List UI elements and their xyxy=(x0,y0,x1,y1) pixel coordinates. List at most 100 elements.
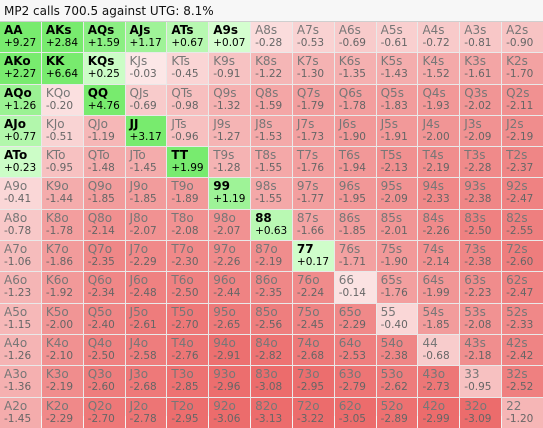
hand-cell-76o[interactable]: 76o -2.24 xyxy=(292,272,334,303)
hand-cell-q3s[interactable]: Q3s -2.02 xyxy=(460,84,502,115)
hand-cell-a5s[interactable]: A5s -0.61 xyxy=(376,22,418,53)
hand-cell-t2s[interactable]: T2s -2.37 xyxy=(502,147,543,178)
hand-cell-k2o[interactable]: K2o -2.29 xyxy=(41,397,83,428)
hand-cell-kqo[interactable]: KQo -0.20 xyxy=(41,84,83,115)
hand-cell-a9s[interactable]: A9s +0.07 xyxy=(209,22,251,53)
hand-cell-k9s[interactable]: K9s -0.91 xyxy=(209,53,251,84)
hand-cell-k5s[interactable]: K5s -1.43 xyxy=(376,53,418,84)
hand-cell-a5o[interactable]: A5o -1.15 xyxy=(0,303,41,334)
hand-cell-q9o[interactable]: Q9o -1.85 xyxy=(83,178,125,209)
hand-cell-98o[interactable]: 98o -2.07 xyxy=(209,209,251,241)
hand-cell-t6s[interactable]: T6s -1.94 xyxy=(334,147,376,178)
hand-cell-j4s[interactable]: J4s -2.00 xyxy=(418,115,460,147)
hand-cell-43s[interactable]: 43s -2.18 xyxy=(460,334,502,366)
hand-cell-k7s[interactable]: K7s -1.30 xyxy=(292,53,334,84)
hand-cell-t2o[interactable]: T2o -2.95 xyxy=(167,397,209,428)
hand-cell-52s[interactable]: 52s -2.33 xyxy=(502,303,543,334)
hand-cell-qjo[interactable]: QJo -1.19 xyxy=(83,115,125,147)
hand-cell-q6s[interactable]: Q6s -1.78 xyxy=(334,84,376,115)
hand-cell-q9s[interactable]: Q9s -1.32 xyxy=(209,84,251,115)
hand-cell-63o[interactable]: 63o -2.79 xyxy=(334,366,376,397)
hand-cell-q6o[interactable]: Q6o -2.34 xyxy=(83,272,125,303)
hand-cell-ajs[interactable]: AJs +1.17 xyxy=(125,22,167,53)
hand-cell-ato[interactable]: ATo +0.23 xyxy=(0,147,41,178)
hand-cell-64s[interactable]: 64s -1.99 xyxy=(418,272,460,303)
hand-cell-t8s[interactable]: T8s -1.55 xyxy=(251,147,292,178)
hand-cell-92s[interactable]: 92s -2.47 xyxy=(502,178,543,209)
hand-cell-aqo[interactable]: AQo +1.26 xyxy=(0,84,41,115)
hand-cell-j7s[interactable]: J7s -1.73 xyxy=(292,115,334,147)
hand-cell-qq[interactable]: QQ +4.76 xyxy=(83,84,125,115)
hand-cell-75s[interactable]: 75s -1.90 xyxy=(376,241,418,272)
hand-cell-52o[interactable]: 52o -2.89 xyxy=(376,397,418,428)
hand-cell-t5o[interactable]: T5o -2.70 xyxy=(167,303,209,334)
hand-cell-94s[interactable]: 94s -2.33 xyxy=(418,178,460,209)
hand-cell-k9o[interactable]: K9o -1.44 xyxy=(41,178,83,209)
hand-cell-tt[interactable]: TT +1.99 xyxy=(167,147,209,178)
hand-cell-a8o[interactable]: A8o -0.78 xyxy=(0,209,41,241)
hand-cell-73o[interactable]: 73o -2.95 xyxy=(292,366,334,397)
hand-cell-73s[interactable]: 73s -2.38 xyxy=(460,241,502,272)
hand-cell-j6s[interactable]: J6s -1.90 xyxy=(334,115,376,147)
hand-cell-74o[interactable]: 74o -2.68 xyxy=(292,334,334,366)
hand-cell-99[interactable]: 99 +1.19 xyxy=(209,178,251,209)
hand-cell-86s[interactable]: 86s -1.85 xyxy=(334,209,376,241)
hand-cell-k7o[interactable]: K7o -1.86 xyxy=(41,241,83,272)
hand-cell-k6o[interactable]: K6o -1.92 xyxy=(41,272,83,303)
hand-cell-q8o[interactable]: Q8o -2.14 xyxy=(83,209,125,241)
hand-cell-62o[interactable]: 62o -3.05 xyxy=(334,397,376,428)
hand-cell-jts[interactable]: JTs -0.96 xyxy=(167,115,209,147)
hand-cell-a6o[interactable]: A6o -1.23 xyxy=(0,272,41,303)
hand-cell-ats[interactable]: ATs +0.67 xyxy=(167,22,209,53)
hand-cell-a9o[interactable]: A9o -0.41 xyxy=(0,178,41,209)
hand-cell-j8s[interactable]: J8s -1.53 xyxy=(251,115,292,147)
hand-cell-t3o[interactable]: T3o -2.85 xyxy=(167,366,209,397)
hand-cell-84s[interactable]: 84s -2.26 xyxy=(418,209,460,241)
hand-cell-qto[interactable]: QTo -1.48 xyxy=(83,147,125,178)
hand-cell-a3s[interactable]: A3s -0.81 xyxy=(460,22,502,53)
hand-cell-a7o[interactable]: A7o -1.06 xyxy=(0,241,41,272)
hand-cell-kjs[interactable]: KJs -0.03 xyxy=(125,53,167,84)
hand-cell-aa[interactable]: AA +9.27 xyxy=(0,22,41,53)
hand-cell-k4s[interactable]: K4s -1.52 xyxy=(418,53,460,84)
hand-cell-t9o[interactable]: T9o -1.89 xyxy=(167,178,209,209)
hand-cell-96o[interactable]: 96o -2.44 xyxy=(209,272,251,303)
hand-cell-a6s[interactable]: A6s -0.69 xyxy=(334,22,376,53)
hand-cell-j8o[interactable]: J8o -2.07 xyxy=(125,209,167,241)
hand-cell-j6o[interactable]: J6o -2.48 xyxy=(125,272,167,303)
hand-cell-a2o[interactable]: A2o -1.45 xyxy=(0,397,41,428)
hand-cell-j3s[interactable]: J3s -2.09 xyxy=(460,115,502,147)
hand-cell-j4o[interactable]: J4o -2.58 xyxy=(125,334,167,366)
hand-cell-93o[interactable]: 93o -2.96 xyxy=(209,366,251,397)
hand-cell-42s[interactable]: 42s -2.42 xyxy=(502,334,543,366)
hand-cell-aks[interactable]: AKs +2.84 xyxy=(41,22,83,53)
hand-cell-a3o[interactable]: A3o -1.36 xyxy=(0,366,41,397)
hand-cell-kto[interactable]: KTo -0.95 xyxy=(41,147,83,178)
hand-cell-t3s[interactable]: T3s -2.28 xyxy=(460,147,502,178)
hand-cell-33[interactable]: 33 -0.95 xyxy=(460,366,502,397)
hand-cell-75o[interactable]: 75o -2.45 xyxy=(292,303,334,334)
hand-cell-k2s[interactable]: K2s -1.70 xyxy=(502,53,543,84)
hand-cell-k4o[interactable]: K4o -2.10 xyxy=(41,334,83,366)
hand-cell-j5o[interactable]: J5o -2.61 xyxy=(125,303,167,334)
hand-cell-54s[interactable]: 54s -1.85 xyxy=(418,303,460,334)
hand-cell-q5s[interactable]: Q5s -1.83 xyxy=(376,84,418,115)
hand-cell-62s[interactable]: 62s -2.47 xyxy=(502,272,543,303)
hand-cell-55[interactable]: 55 -0.40 xyxy=(376,303,418,334)
hand-cell-82o[interactable]: 82o -3.13 xyxy=(251,397,292,428)
hand-cell-63s[interactable]: 63s -2.23 xyxy=(460,272,502,303)
hand-cell-74s[interactable]: 74s -2.14 xyxy=(418,241,460,272)
hand-cell-94o[interactable]: 94o -2.91 xyxy=(209,334,251,366)
hand-cell-qjs[interactable]: QJs -0.69 xyxy=(125,84,167,115)
hand-cell-65o[interactable]: 65o -2.29 xyxy=(334,303,376,334)
hand-cell-q8s[interactable]: Q8s -1.59 xyxy=(251,84,292,115)
hand-cell-kk[interactable]: KK +6.64 xyxy=(41,53,83,84)
hand-cell-a4o[interactable]: A4o -1.26 xyxy=(0,334,41,366)
hand-cell-22[interactable]: 22 -1.20 xyxy=(502,397,543,428)
hand-cell-kjo[interactable]: KJo -0.51 xyxy=(41,115,83,147)
hand-cell-q4s[interactable]: Q4s -1.93 xyxy=(418,84,460,115)
hand-cell-a4s[interactable]: A4s -0.72 xyxy=(418,22,460,53)
hand-cell-q2s[interactable]: Q2s -2.11 xyxy=(502,84,543,115)
hand-cell-98s[interactable]: 98s -1.55 xyxy=(251,178,292,209)
hand-cell-k5o[interactable]: K5o -2.00 xyxy=(41,303,83,334)
